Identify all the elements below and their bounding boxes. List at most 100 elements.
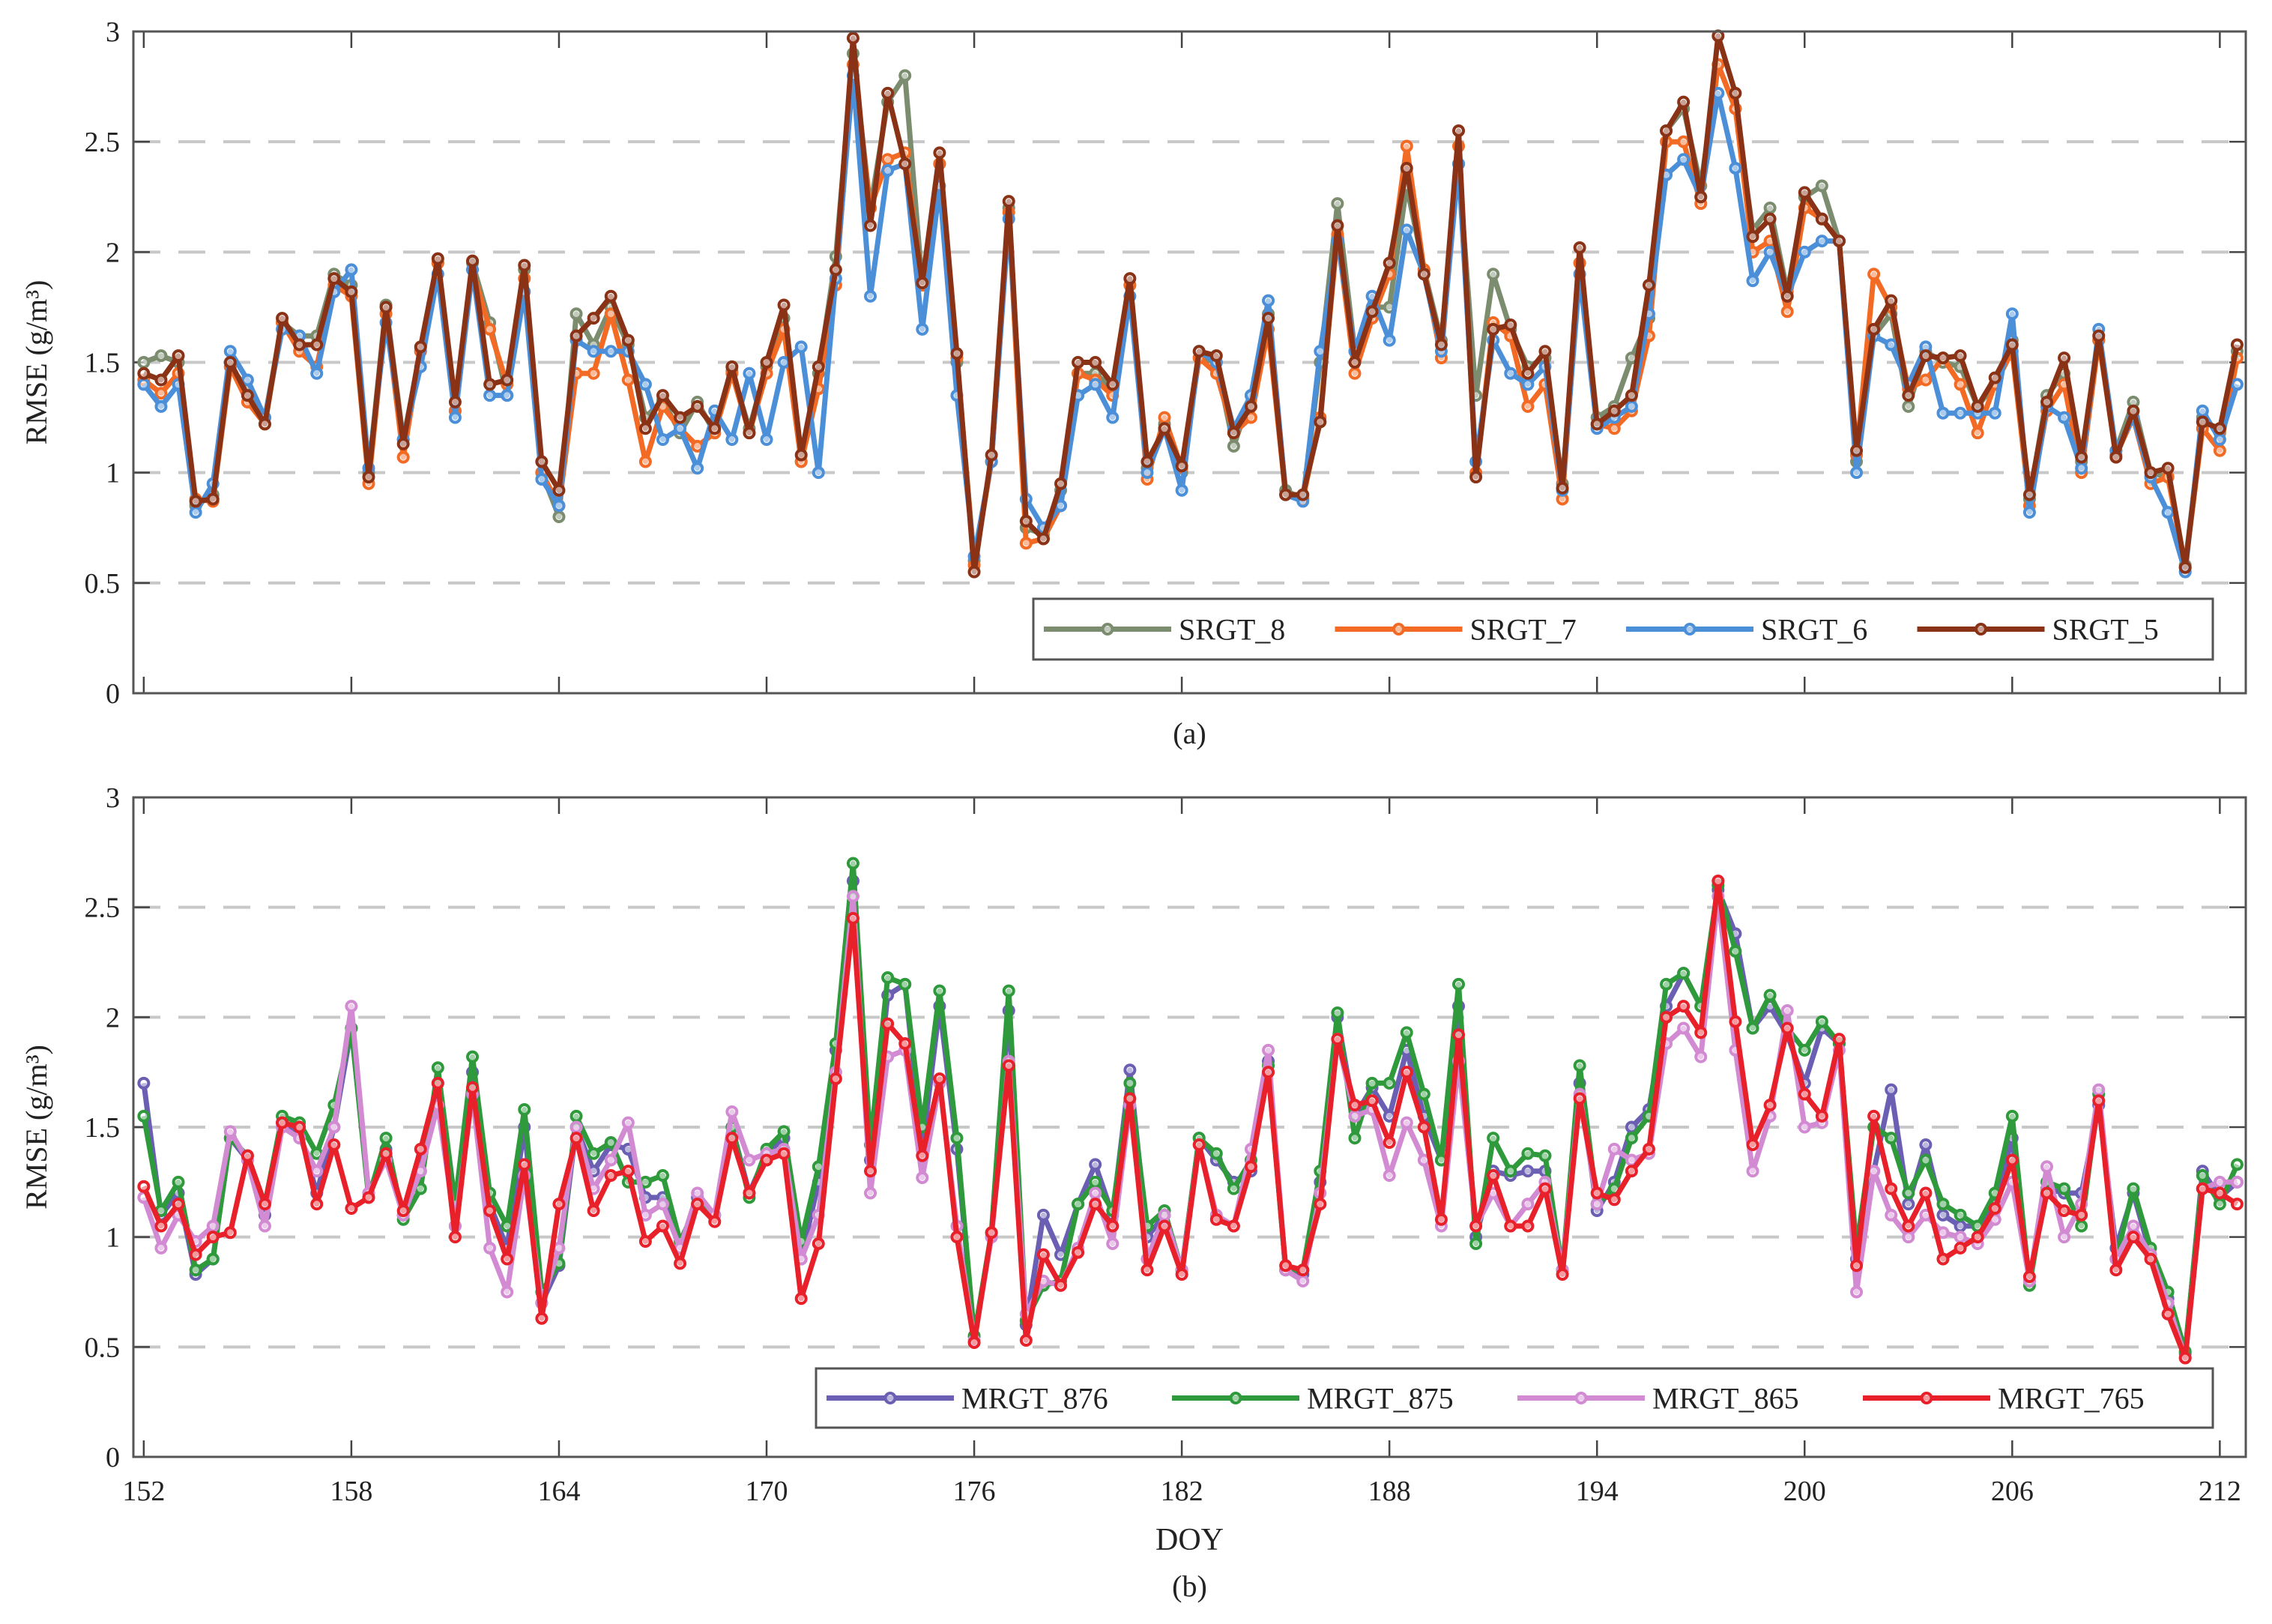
data-point xyxy=(1919,1153,1933,1167)
legend: SRGT_8 SRGT_7 SRGT_6 SRGT_5 xyxy=(1032,597,2214,661)
data-point xyxy=(137,1180,151,1193)
data-point xyxy=(1452,1028,1466,1042)
data-point xyxy=(310,338,324,351)
data-point xyxy=(1590,1198,1604,1211)
data-point xyxy=(1936,1252,1950,1266)
data-point xyxy=(1296,1274,1310,1288)
x-tick-label: 164 xyxy=(537,1476,580,1507)
data-point xyxy=(431,1061,444,1075)
data-point xyxy=(223,1226,237,1240)
data-point xyxy=(2058,351,2071,365)
data-point xyxy=(587,312,600,325)
data-point xyxy=(552,483,566,497)
data-point xyxy=(1521,1219,1535,1233)
data-point xyxy=(1469,471,1483,484)
data-point xyxy=(1867,268,1881,281)
data-point xyxy=(1850,466,1864,480)
data-point xyxy=(1504,366,1517,380)
data-point xyxy=(691,1186,704,1200)
data-point xyxy=(881,86,895,100)
series-line xyxy=(142,50,2240,568)
data-point xyxy=(1487,1132,1500,1145)
data-point xyxy=(1780,1021,1794,1035)
axes-box xyxy=(132,30,2247,695)
data-point xyxy=(552,499,566,513)
data-point xyxy=(137,366,151,380)
data-point xyxy=(154,399,168,413)
data-point xyxy=(621,1116,635,1129)
data-point xyxy=(1072,1246,1085,1259)
data-point xyxy=(448,395,462,408)
data-point xyxy=(1036,1248,1050,1261)
data-point xyxy=(2109,1264,2123,1277)
data-point xyxy=(1677,95,1691,109)
data-point xyxy=(674,422,687,435)
data-point xyxy=(656,389,669,402)
data-point xyxy=(483,1204,497,1217)
data-point xyxy=(691,1198,704,1211)
data-point xyxy=(189,1248,202,1261)
data-point xyxy=(743,426,756,440)
data-point xyxy=(241,1149,254,1162)
data-point xyxy=(812,466,825,480)
series-srgt-5 xyxy=(137,29,2244,579)
data-point xyxy=(1521,1147,1535,1160)
data-point xyxy=(1919,349,1933,363)
legend-marker xyxy=(1101,623,1114,636)
data-point xyxy=(1694,1026,1708,1039)
data-point xyxy=(1123,1092,1137,1105)
y-tick-label: 2.5 xyxy=(85,893,121,924)
data-point xyxy=(1452,124,1466,137)
data-point xyxy=(1954,1231,1967,1244)
data-point xyxy=(794,340,808,354)
legend-label: SRGT_8 xyxy=(1179,613,1285,647)
data-point xyxy=(2213,1198,2226,1211)
data-point xyxy=(1832,1033,1846,1046)
data-point xyxy=(1867,1109,1881,1123)
data-point xyxy=(327,1120,341,1134)
data-point xyxy=(1867,322,1881,336)
x-tick-label: 152 xyxy=(122,1476,165,1507)
y-tick-label: 0.5 xyxy=(85,568,121,600)
data-point xyxy=(1192,1138,1206,1151)
data-point xyxy=(1296,488,1310,501)
data-point xyxy=(1902,1231,1915,1244)
data-point xyxy=(1677,153,1691,166)
data-point xyxy=(1072,356,1085,369)
data-point xyxy=(310,366,324,380)
data-point xyxy=(1469,1219,1483,1233)
x-tick-label: 188 xyxy=(1368,1476,1411,1507)
data-point xyxy=(2213,422,2226,435)
data-point xyxy=(1763,212,1777,226)
data-point xyxy=(1383,1076,1396,1090)
data-point xyxy=(1660,977,1673,991)
data-point xyxy=(1763,201,1777,214)
data-point xyxy=(1885,1208,1898,1222)
data-point xyxy=(846,911,859,925)
data-point xyxy=(1729,944,1742,958)
data-point xyxy=(760,356,773,369)
data-point xyxy=(656,1219,669,1233)
data-point xyxy=(327,272,341,286)
data-point xyxy=(1573,241,1586,254)
data-point xyxy=(172,349,185,363)
data-point xyxy=(1227,1219,1240,1233)
data-point xyxy=(777,356,791,369)
data-point xyxy=(569,329,583,342)
data-point xyxy=(2127,1182,2140,1195)
data-point xyxy=(1988,1202,2001,1216)
y-axis-label: RMSE (g/m³) xyxy=(19,280,53,445)
data-point xyxy=(933,1072,946,1085)
x-tick-label: 194 xyxy=(1576,1476,1619,1507)
data-point xyxy=(2213,433,2226,447)
data-point xyxy=(1158,1208,1171,1222)
data-point xyxy=(621,1165,635,1178)
data-point xyxy=(2196,404,2209,417)
data-point xyxy=(1971,1231,1984,1244)
data-point xyxy=(638,1235,652,1249)
data-point xyxy=(638,455,652,468)
data-point xyxy=(1590,417,1604,431)
data-point xyxy=(587,1147,600,1160)
data-point xyxy=(1209,1147,1223,1160)
